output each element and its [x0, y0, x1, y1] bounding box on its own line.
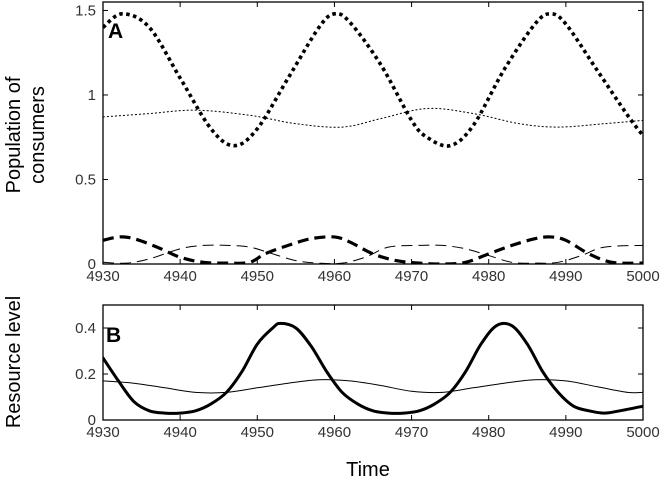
panel-b-ylabel: Resource level [3, 296, 25, 428]
panel-b-xlabel: Time [346, 459, 390, 480]
panel-b-ytick-label: 0.2 [75, 366, 96, 383]
panel-b-letter: B [106, 324, 121, 347]
panel-a-ytick-label: 0 [88, 256, 96, 273]
panel-a-letter: A [108, 20, 123, 43]
panel-b-xtick-label: 5000 [626, 424, 659, 441]
panel-a-ytick-label: 1.5 [75, 2, 96, 19]
panel-a-ytick-label: 0.5 [75, 171, 96, 188]
panel-a-ylabel-line1: Population of [3, 76, 25, 193]
panel-a-xtick-label: 4950 [241, 268, 274, 285]
panel-a-ylabel-line2: consumers [27, 86, 49, 184]
panel-a-series-thin-dotted [103, 107, 643, 128]
panel-a-series-thick-dotted [103, 11, 643, 148]
panel-a-series-thin-dashed [103, 244, 643, 264]
panel-b-ytick-label: 0.4 [75, 320, 96, 337]
panel-a-series-thick-dashed [103, 235, 643, 264]
panel-a-series [103, 11, 643, 264]
panel-b-plot-frame [102, 304, 644, 421]
panel-b-xtick-label: 4960 [318, 424, 351, 441]
panel-a-ticks: 4930 4940 4950 4960 4970 4980 4990 5000 0 0.5 1 1.5 [75, 2, 660, 285]
panel-a-xtick-label: 4990 [549, 268, 582, 285]
panel-b-xtick-label: 4950 [241, 424, 274, 441]
panel-a-xtick-label: 5000 [626, 268, 659, 285]
panel-b-xtick-label: 4940 [163, 424, 196, 441]
panel-b-ytick-label: 0 [88, 412, 96, 429]
panel-a-plot-frame [102, 1, 644, 265]
panel-a-ytick-label: 1 [88, 87, 96, 104]
panel-b-resource: 4930 4940 4950 4960 4970 4980 4990 500000.20.4 … [3, 296, 660, 480]
panel-b-xtick-label: 4970 [395, 424, 428, 441]
panel-a-consumers: 4930 4940 4950 4960 4970 4980 4990 5000 0 0.5 1 1.5… [3, 1, 660, 285]
panel-a-xtick-label: 4970 [395, 268, 428, 285]
panel-a-xtick-label: 4940 [163, 268, 196, 285]
panel-a-xtick-label: 4930 [86, 268, 119, 285]
panel-a-xtick-label: 4980 [472, 268, 505, 285]
panel-b-series-thick-solid [103, 321, 643, 415]
panel-a-xtick-label: 4960 [318, 268, 351, 285]
panel-b-series [103, 321, 643, 415]
panel-b-xtick-label: 4930 [86, 424, 119, 441]
panel-b-xtick-label: 4990 [549, 424, 582, 441]
panel-b-ticks: 4930 4940 4950 4960 4970 4980 4990 5000 0 0.2 0.4 [75, 305, 660, 441]
panel-b-xtick-label: 4980 [472, 424, 505, 441]
panel-b-series-thin-solid [103, 379, 643, 394]
